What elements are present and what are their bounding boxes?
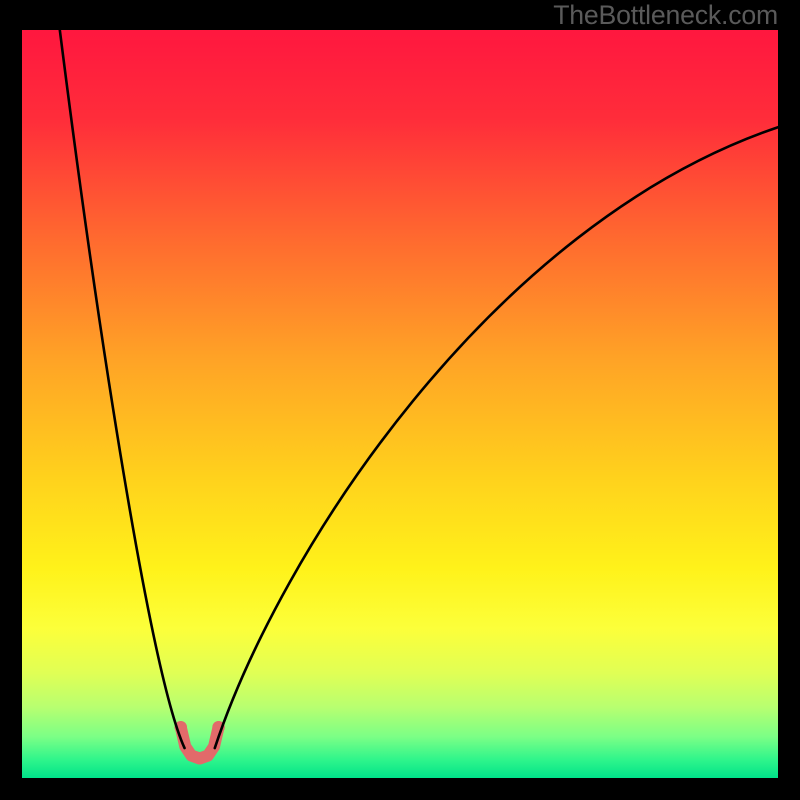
- curve-left: [60, 30, 185, 748]
- curve-layer: [22, 30, 778, 778]
- plot-area: [22, 30, 778, 778]
- chart-frame: TheBottleneck.com: [0, 0, 800, 800]
- curve-right: [215, 127, 778, 748]
- watermark-text: TheBottleneck.com: [553, 0, 778, 31]
- valley-marker: [181, 727, 219, 758]
